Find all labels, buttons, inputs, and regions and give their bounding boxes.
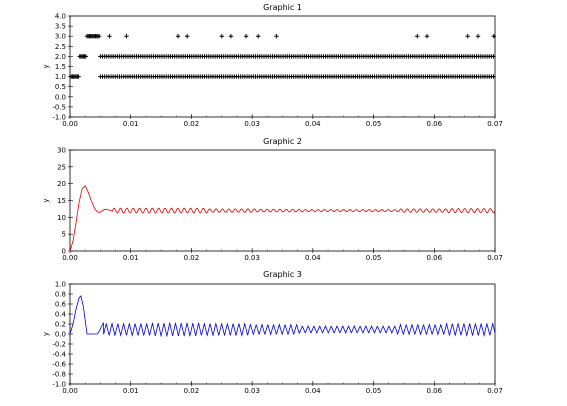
y-tick-label: 3.0 [55, 33, 66, 41]
x-tick-label: 0.04 [305, 254, 321, 262]
data-point [76, 74, 81, 79]
x-tick-label: 0.01 [123, 254, 139, 262]
y-axis-label: y [42, 332, 50, 336]
x-tick-label: 0.06 [426, 254, 442, 262]
x-tick-label: 0.01 [123, 387, 139, 395]
y-tick-label: 10 [57, 214, 66, 222]
y-axis-label: y [42, 198, 50, 202]
data-point [175, 34, 181, 39]
data-point [465, 34, 470, 39]
y-tick-label: 25 [57, 163, 66, 171]
y-tick-label: 1.0 [55, 281, 66, 289]
x-tick-label: 0.07 [487, 254, 503, 262]
y-tick-label: -1.0 [52, 381, 66, 389]
y-tick-label: -1.0 [52, 114, 66, 122]
y-tick-label: 0.8 [55, 291, 66, 299]
data-point [491, 34, 496, 39]
y-tick-label: 2.0 [55, 53, 66, 61]
data-point [107, 34, 112, 39]
chart-graphic-2: Graphic 2 y 0.00 0.01 0.02 0.03 0.04 0.05 0.06 0.… [42, 137, 503, 262]
y-tick-label: 15 [57, 197, 66, 205]
x-tick-label: 0.02 [184, 387, 200, 395]
y-tick-label: -0.6 [52, 361, 66, 369]
series-markers [69, 34, 496, 79]
y-tick-label: 4.0 [55, 13, 66, 21]
x-tick-label: 0.05 [366, 387, 382, 395]
x-tick-label: 0.00 [62, 254, 78, 262]
y-tick-label: 2.5 [55, 43, 66, 51]
y-tick-label: 30 [57, 147, 66, 155]
y-tick-label: 0 [62, 248, 66, 256]
x-tick-label: 0.06 [426, 387, 442, 395]
x-tick-label: 0.00 [62, 387, 78, 395]
data-point [491, 54, 496, 59]
data-point [228, 34, 234, 39]
data-point [124, 34, 129, 39]
y-tick-label: 0.5 [55, 83, 66, 91]
data-point [274, 34, 279, 39]
chart-title: Graphic 1 [263, 3, 302, 12]
chart-graphic-1: Graphic 1 y 0.00 0.01 0.02 0.03 0.04 0.05 0.06 0.… [42, 3, 503, 128]
x-tick-label: 0.03 [244, 387, 260, 395]
data-point [424, 34, 430, 39]
x-tick-label: 0.04 [305, 387, 321, 395]
data-point [219, 34, 224, 39]
y-tick-label: -0.2 [52, 341, 66, 349]
y-tick-label: -0.5 [52, 103, 66, 111]
y-tick-label: 1.0 [55, 73, 66, 81]
data-point [83, 54, 88, 59]
x-tick-label: 0.05 [366, 120, 382, 128]
y-tick-label: 5 [62, 231, 66, 239]
data-point [256, 34, 261, 39]
y-tick-label: 0.0 [55, 93, 66, 101]
data-point [475, 34, 481, 39]
data-point [243, 34, 249, 39]
x-tick-label: 0.06 [426, 120, 442, 128]
x-tick-label: 0.04 [305, 120, 321, 128]
data-point [184, 34, 190, 39]
y-tick-label: 20 [57, 180, 66, 188]
series-line [69, 295, 496, 338]
y-tick-label: 1.5 [55, 63, 66, 71]
x-tick-label: 0.05 [366, 254, 382, 262]
plot-frame [69, 15, 496, 118]
x-tick-label: 0.02 [184, 120, 200, 128]
data-point [96, 34, 102, 39]
data-point [415, 34, 420, 39]
chart-title: Graphic 2 [263, 137, 302, 146]
x-tick-label: 0.00 [62, 120, 78, 128]
y-tick-label: 0.2 [55, 321, 66, 329]
x-tick-label: 0.03 [244, 120, 260, 128]
y-tick-label: 3.5 [55, 23, 66, 31]
y-tick-label: 0.4 [55, 311, 67, 319]
chart-title: Graphic 3 [263, 270, 302, 279]
y-tick-label: -0.4 [52, 351, 66, 359]
series-line [69, 185, 496, 252]
x-tick-label: 0.01 [123, 120, 139, 128]
data-point [491, 74, 496, 79]
plot-frame [69, 149, 496, 252]
x-tick-label: 0.03 [244, 254, 260, 262]
y-tick-label: 0.6 [55, 301, 67, 309]
chart-graphic-3: Graphic 3 y 0.00 0.01 0.02 0.03 0.04 0.05 0.06 0.… [42, 270, 503, 395]
y-tick-label: -0.8 [52, 371, 66, 379]
x-tick-label: 0.07 [487, 387, 503, 395]
y-tick-label: 0.0 [55, 331, 66, 339]
y-axis-label: y [42, 64, 50, 68]
x-tick-label: 0.02 [184, 254, 200, 262]
x-tick-label: 0.07 [487, 120, 503, 128]
